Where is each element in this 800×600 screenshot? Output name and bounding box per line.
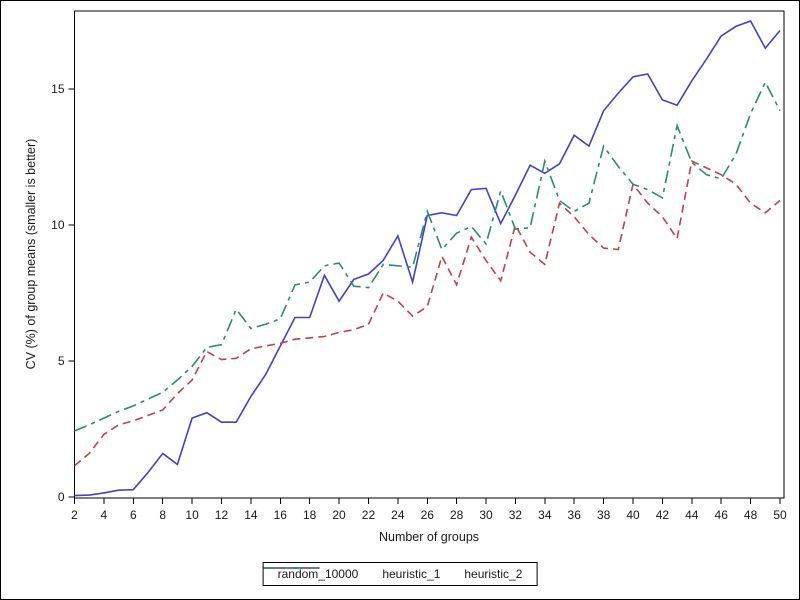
- x-tick-label: 12: [215, 508, 229, 522]
- series-line-heuristic_2: [74, 80, 781, 432]
- x-tick-label: 16: [274, 508, 288, 522]
- x-tick-label: 44: [685, 508, 699, 522]
- legend-swatch-dash-dot-line: [263, 567, 320, 569]
- x-tick-label: 36: [568, 508, 582, 522]
- x-tick-label: 18: [303, 508, 317, 522]
- x-tick-label: 48: [744, 508, 758, 522]
- x-tick-label: 28: [450, 508, 464, 522]
- y-tick-label: 10: [51, 218, 65, 232]
- x-tick-label: 26: [421, 508, 435, 522]
- y-tick-label: 0: [58, 490, 65, 504]
- legend-label: heuristic_2: [464, 567, 523, 581]
- x-tick-label: 22: [362, 508, 376, 522]
- x-tick-label: 46: [715, 508, 729, 522]
- x-tick-label: 50: [773, 508, 787, 522]
- x-tick-label: 24: [391, 508, 405, 522]
- x-tick-label: 6: [130, 508, 137, 522]
- x-tick-label: 8: [159, 508, 166, 522]
- x-tick-label: 42: [656, 508, 670, 522]
- x-tick-label: 32: [509, 508, 523, 522]
- legend: random_10000 heuristic_1 heuristic_2: [262, 562, 538, 586]
- legend-item-heuristic-2: heuristic_2: [263, 567, 523, 581]
- x-tick-label: 34: [538, 508, 552, 522]
- y-tick-label: 15: [51, 82, 65, 96]
- x-axis-title: Number of groups: [378, 530, 480, 544]
- x-tick-label: 4: [101, 508, 108, 522]
- series-line-heuristic_1: [73, 159, 781, 467]
- x-tick-label: 40: [626, 508, 640, 522]
- x-tick-label: 20: [332, 508, 346, 522]
- plot-frame: [74, 10, 785, 499]
- legend-item-heuristic-1: heuristic_1: [263, 567, 441, 581]
- legend-label: random_10000: [277, 567, 359, 581]
- x-tick-label: 30: [479, 508, 493, 522]
- legend-label: heuristic_1: [382, 567, 441, 581]
- x-tick-label: 38: [597, 508, 611, 522]
- x-tick-label: 2: [71, 508, 78, 522]
- y-axis-title: CV (%) of group means (smaller is better…: [24, 138, 38, 370]
- series-line-random_10000: [74, 20, 781, 497]
- x-tick-label: 10: [185, 508, 199, 522]
- y-tick-label: 5: [58, 354, 65, 368]
- x-tick-label: 14: [244, 508, 258, 522]
